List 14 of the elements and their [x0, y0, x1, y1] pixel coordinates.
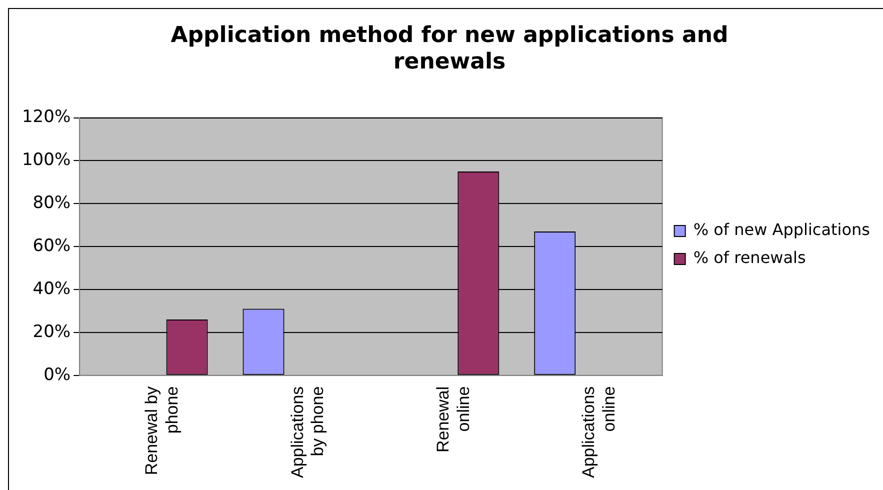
y-tick-label: 20%	[32, 322, 71, 342]
legend-label: % of renewals	[693, 248, 806, 268]
y-tick-label: 60%	[32, 236, 71, 256]
x-tick-label: Renewal by phone	[142, 386, 182, 476]
y-tick-label: 120%	[22, 107, 71, 128]
y-tick-label: 40%	[32, 278, 71, 299]
y-tick-label: 80%	[32, 193, 71, 214]
y-tick-label: 100%	[22, 150, 71, 170]
chart-title: Application method for new applications and renewals	[170, 22, 728, 74]
x-tick-label: Applications online	[579, 386, 619, 478]
y-tick-label: 0%	[44, 364, 71, 385]
x-tick-label: Renewal online	[433, 386, 473, 452]
legend-label: % of new Applications	[693, 220, 870, 240]
x-tick-label: Applications by phone	[288, 386, 328, 478]
